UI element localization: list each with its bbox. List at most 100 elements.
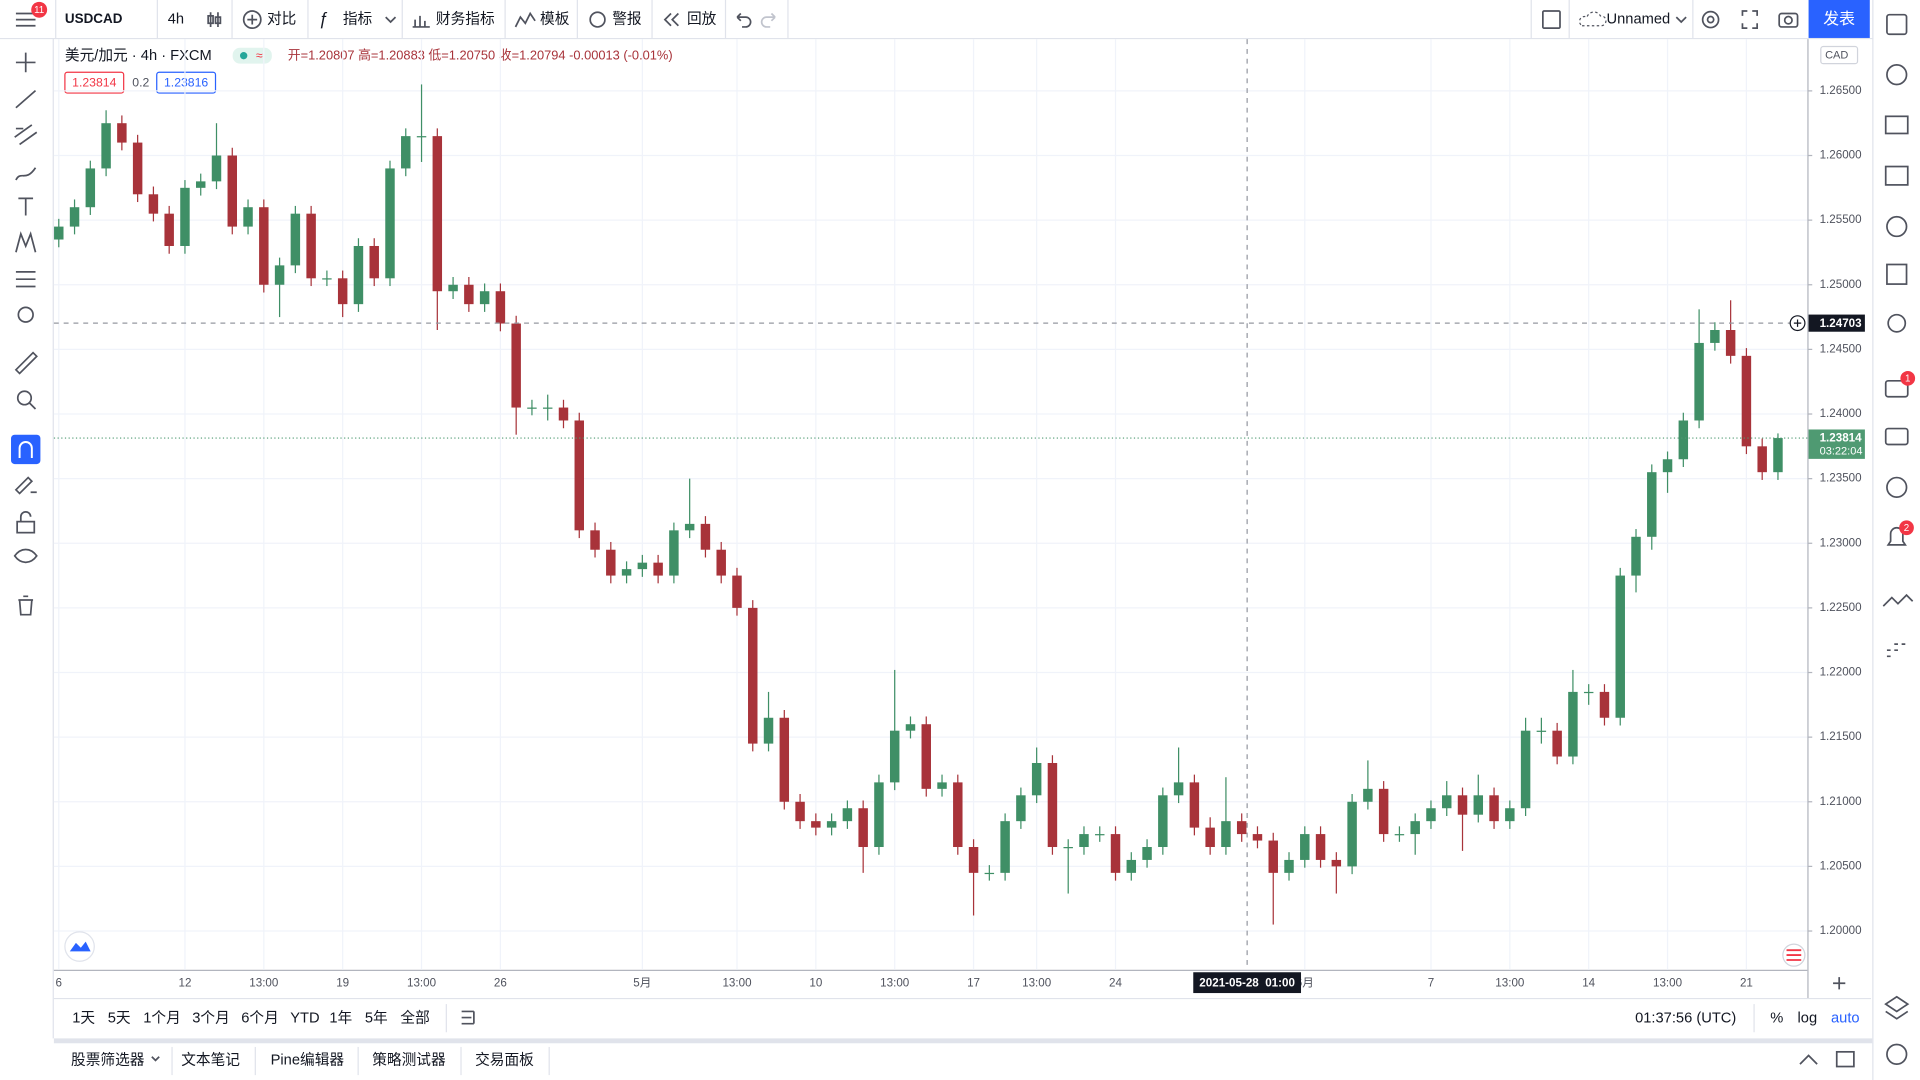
candle-body — [432, 136, 443, 292]
candle-body — [385, 168, 395, 279]
candle-body — [1678, 420, 1689, 460]
hotlist-icon[interactable] — [1884, 165, 1909, 186]
publish-button[interactable] — [1808, 0, 1870, 38]
sell-box[interactable] — [64, 71, 125, 94]
candle-body — [211, 155, 222, 182]
maximize-icon[interactable] — [1835, 1050, 1855, 1068]
streams-icon[interactable] — [1887, 313, 1907, 333]
toolbar-item[interactable]: 警报 — [612, 10, 642, 27]
auto-toggle[interactable]: auto — [1831, 1011, 1860, 1027]
candle-body — [700, 523, 711, 550]
settings-icon[interactable] — [1701, 10, 1720, 29]
chats-icon[interactable] — [1884, 379, 1909, 398]
candle-body — [1394, 834, 1405, 836]
interval[interactable]: 4h — [168, 11, 184, 27]
candle-body — [1662, 459, 1673, 473]
price-label-box — [1808, 429, 1865, 459]
lock-tool[interactable] — [16, 520, 36, 534]
notifications-icon[interactable] — [1886, 526, 1907, 546]
tab[interactable]: 股票筛选器 — [71, 1051, 145, 1068]
screenshot-icon[interactable] — [1778, 12, 1799, 28]
calendar-icon[interactable] — [1886, 215, 1908, 238]
left-toolbar — [11, 52, 41, 616]
private-chats-icon[interactable] — [1884, 427, 1909, 446]
candle-body — [132, 142, 143, 195]
zoom-tool[interactable] — [16, 390, 33, 406]
depth-icon[interactable] — [1886, 643, 1906, 658]
dropdown-icon[interactable] — [151, 1056, 160, 1062]
brush-tool[interactable] — [15, 167, 37, 181]
toolbar-item[interactable]: 模板 — [540, 9, 570, 27]
symbol[interactable]: USDCAD — [65, 11, 123, 26]
range-button[interactable]: 5年 — [365, 1010, 388, 1027]
buy-price[interactable]: 1.23816 — [164, 75, 208, 89]
buy-box[interactable] — [156, 71, 217, 94]
compare-icon[interactable] — [242, 10, 262, 30]
layout-icon[interactable] — [1542, 10, 1561, 30]
indicator-icon[interactable]: ƒ — [318, 8, 328, 28]
candle-body — [1315, 834, 1326, 860]
delete-tool[interactable] — [18, 595, 34, 616]
alerts-icon[interactable] — [1886, 64, 1908, 86]
y-tick-label: 1.21000 — [1820, 795, 1863, 808]
magnet-tool-active[interactable] — [11, 434, 41, 465]
percent-toggle[interactable]: % — [1770, 1011, 1783, 1027]
toolbar-item[interactable]: 指标 — [343, 10, 373, 27]
range-button[interactable]: 1个月 — [143, 1010, 181, 1027]
fib-tool[interactable] — [14, 124, 38, 146]
tab[interactable]: Pine编辑器 — [271, 1051, 345, 1068]
layers-icon[interactable] — [1884, 995, 1910, 1020]
undo-icon[interactable] — [736, 12, 752, 28]
layout-name[interactable]: Unnamed — [1607, 11, 1671, 27]
range-button[interactable]: 3个月 — [192, 1010, 230, 1027]
redo-icon[interactable] — [760, 12, 776, 28]
range-button[interactable]: 1年 — [329, 1010, 352, 1027]
range-button[interactable]: 5天 — [108, 1011, 131, 1027]
toolbar-item[interactable]: 对比 — [267, 10, 296, 27]
help-icon[interactable] — [1886, 1043, 1908, 1065]
candle-body — [558, 407, 569, 421]
candle-body — [811, 821, 821, 828]
chart-type-icon[interactable] — [207, 12, 222, 27]
crosshair-tool[interactable] — [15, 52, 36, 73]
news-icon[interactable] — [1884, 115, 1909, 135]
goto-date-icon[interactable] — [461, 1010, 475, 1025]
currency-box[interactable] — [1820, 45, 1859, 65]
prediction-tool[interactable] — [15, 270, 36, 288]
watchlist-icon[interactable] — [1886, 13, 1908, 36]
axis-settings-icon[interactable] — [1833, 977, 1846, 990]
trendline-tool[interactable] — [15, 89, 37, 109]
candle-body — [479, 291, 490, 305]
order-panel-icon[interactable] — [1882, 593, 1914, 607]
dropdown-icon[interactable] — [1675, 16, 1687, 24]
stay-drawing-tool[interactable] — [14, 476, 37, 495]
publish-label[interactable]: 发表 — [1823, 10, 1855, 28]
tab[interactable]: 策略测试器 — [372, 1051, 446, 1068]
hide-tool[interactable] — [13, 548, 38, 564]
status-pill — [232, 47, 272, 64]
ruler-tool[interactable] — [14, 351, 38, 375]
toolbar-item[interactable]: 财务指标 — [436, 10, 495, 27]
candle-body — [495, 291, 506, 324]
emoji-tool[interactable] — [17, 306, 34, 323]
tab[interactable]: 文本笔记 — [181, 1051, 240, 1068]
log-toggle[interactable]: log — [1798, 1011, 1818, 1027]
sell-price[interactable]: 1.23814 — [72, 75, 116, 89]
collapse-icon[interactable] — [1799, 1054, 1818, 1065]
pattern-tool[interactable] — [15, 231, 37, 253]
text-tool[interactable] — [18, 197, 34, 216]
toolbar-item[interactable]: 回放 — [687, 10, 717, 27]
axes: 1.20000 1.20500 1.21000 1.21500 1.22000 1.225… — [53, 39, 1865, 994]
range-button[interactable]: 全部 — [400, 1009, 429, 1027]
candle-body — [1489, 795, 1499, 822]
range-button[interactable]: YTD — [290, 1011, 319, 1027]
range-button[interactable]: 1天 — [72, 1011, 95, 1027]
tab[interactable]: 交易面板 — [475, 1050, 534, 1068]
idea-stream-icon[interactable] — [1886, 476, 1908, 499]
ideas-icon[interactable] — [1886, 263, 1908, 285]
dropdown-icon[interactable] — [385, 16, 397, 24]
range-button[interactable]: 6个月 — [241, 1010, 279, 1027]
currency[interactable]: CAD — [1825, 50, 1848, 62]
fullscreen-icon[interactable] — [1741, 10, 1759, 30]
